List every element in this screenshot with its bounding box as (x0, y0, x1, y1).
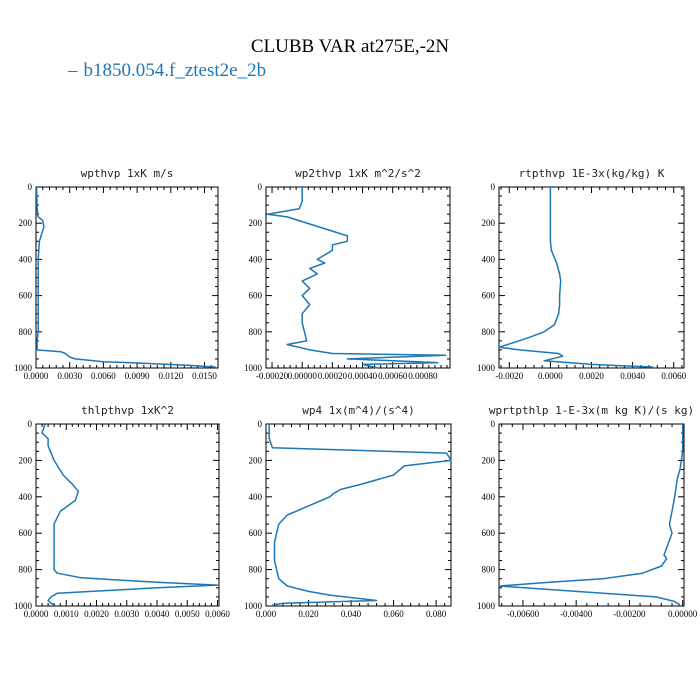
plot-frame (498, 186, 685, 369)
x-tick-label: 0.0000 (538, 371, 563, 381)
y-tick-label: 200 (249, 218, 263, 228)
y-tick-label: 800 (249, 327, 263, 337)
y-tick-label: 600 (482, 528, 496, 538)
y-tick-label: 200 (19, 218, 33, 228)
legend-entry: – b1850.054.f_ztest2e_2b (68, 60, 266, 82)
subplot-title: wprtpthlp 1-E-3x(m kg K)/(s kg) (489, 404, 694, 417)
y-tick-label: 1000 (477, 601, 496, 611)
y-tick-label: 800 (482, 565, 496, 575)
x-tick-label: 0.0060 (91, 371, 116, 381)
series-line (268, 424, 452, 606)
series-line (266, 187, 447, 369)
y-tick-label: 1000 (14, 363, 33, 373)
y-tick-label: 200 (482, 455, 496, 465)
y-tick-label: 1000 (244, 363, 263, 373)
subplot-title: thlpthvp 1xK^2 (81, 404, 174, 417)
y-tick-label: 1000 (14, 601, 33, 611)
subplot-title: wp2thvp 1xK m^2/s^2 (295, 167, 421, 180)
x-tick-label: 0.00000 (288, 371, 318, 381)
y-tick-label: 800 (482, 327, 496, 337)
y-tick-label: 600 (249, 528, 263, 538)
subplot-3: rtpthvp 1E-3x(kg/kg) K 0 200 400 600 800 1000-… (477, 167, 687, 381)
y-tick-label: 400 (482, 492, 496, 502)
series-line (498, 187, 654, 368)
x-tick-label: 0.040 (341, 609, 362, 619)
y-tick-label: 200 (482, 218, 496, 228)
plot-frame (35, 186, 219, 369)
x-tick-label: 0.00020 (318, 371, 348, 381)
y-tick-label: 0 (28, 182, 33, 192)
y-tick-label: 0 (491, 419, 496, 429)
y-tick-label: 0 (491, 182, 496, 192)
x-tick-label: 0.0000 (24, 371, 49, 381)
x-tick-label: 0.0020 (84, 609, 109, 619)
y-tick-label: 400 (482, 254, 496, 264)
y-tick-label: 200 (249, 455, 263, 465)
x-tick-label: 0.060 (383, 609, 404, 619)
y-tick-label: 600 (19, 528, 33, 538)
x-tick-label: -0.00600 (507, 609, 540, 619)
x-tick-label: 0.0060 (661, 371, 686, 381)
y-tick-label: 800 (19, 327, 33, 337)
y-tick-label: 800 (19, 565, 33, 575)
x-tick-label: 0.0120 (158, 371, 183, 381)
y-tick-label: 400 (249, 492, 263, 502)
x-tick-label: -0.0020 (495, 371, 523, 381)
chart-title: CLUBB VAR at275E,-2N (250, 36, 450, 57)
y-tick-label: 0 (258, 419, 263, 429)
x-tick-label: 0.00060 (378, 371, 408, 381)
plot-frame (498, 423, 685, 607)
subplot-title: wp4 1x(m^4)/(s^4) (302, 404, 415, 417)
x-tick-label: -0.00400 (560, 609, 593, 619)
x-tick-label: 0.0030 (114, 609, 139, 619)
x-tick-label: 0.080 (426, 609, 447, 619)
subplot-title: wpthvp 1xK m/s (81, 167, 174, 180)
series-line (41, 423, 219, 606)
x-tick-label: 0.000 (256, 609, 277, 619)
y-tick-label: 400 (19, 254, 33, 264)
legend-label: b1850.054.f_ztest2e_2b (83, 60, 267, 81)
y-tick-label: 0 (28, 419, 33, 429)
y-tick-label: 0 (258, 182, 263, 192)
x-tick-label: 0.020 (298, 609, 319, 619)
x-tick-label: 0.0020 (579, 371, 604, 381)
x-tick-label: -0.00200 (613, 609, 646, 619)
subplot-2: wp2thvp 1xK m^2/s^2 0 200 400 600 800 1000-0.0… (244, 167, 451, 381)
x-tick-label: 0.0030 (57, 371, 82, 381)
y-tick-label: 600 (19, 291, 33, 301)
subplot-6: wprtpthlp 1-E-3x(m kg K)/(s kg) 0 200 400 60… (477, 404, 698, 619)
x-tick-label: 0.0040 (145, 609, 170, 619)
x-tick-label: 0.0000 (24, 609, 49, 619)
x-tick-label: 0.0090 (125, 371, 150, 381)
subplot-title: rtpthvp 1E-3x(kg/kg) K (519, 167, 665, 180)
plot-frame (35, 423, 220, 607)
x-tick-label: 0.0050 (175, 609, 200, 619)
x-tick-label: -0.00020 (256, 371, 289, 381)
x-tick-label: 0.00000 (668, 609, 698, 619)
x-tick-label: 0.0040 (620, 371, 645, 381)
plot-frame (265, 423, 452, 607)
series-line (35, 186, 216, 368)
y-tick-label: 1000 (477, 363, 496, 373)
series-line (498, 424, 684, 606)
plot-frame (265, 186, 451, 369)
x-tick-label: 0.0150 (192, 371, 217, 381)
y-tick-label: 600 (482, 291, 496, 301)
y-tick-label: 200 (19, 455, 33, 465)
y-tick-label: 1000 (244, 601, 263, 611)
x-tick-label: 0.0010 (54, 609, 79, 619)
x-tick-label: 0.00080 (408, 371, 438, 381)
x-tick-label: 0.0060 (205, 609, 230, 619)
y-tick-label: 600 (249, 291, 263, 301)
y-tick-label: 400 (249, 254, 263, 264)
x-tick-label: 0.00040 (348, 371, 378, 381)
legend-line-icon: – (68, 60, 78, 81)
y-tick-label: 800 (249, 565, 263, 575)
y-tick-label: 400 (19, 492, 33, 502)
